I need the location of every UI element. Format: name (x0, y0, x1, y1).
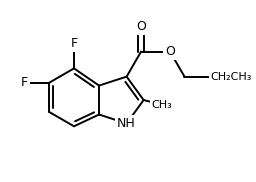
Text: CH₃: CH₃ (151, 100, 172, 110)
Text: O: O (165, 45, 175, 58)
Text: F: F (21, 76, 28, 89)
Text: O: O (136, 20, 146, 33)
Text: CH₂CH₃: CH₂CH₃ (210, 72, 252, 82)
Text: F: F (70, 37, 78, 50)
Text: NH: NH (117, 117, 136, 130)
